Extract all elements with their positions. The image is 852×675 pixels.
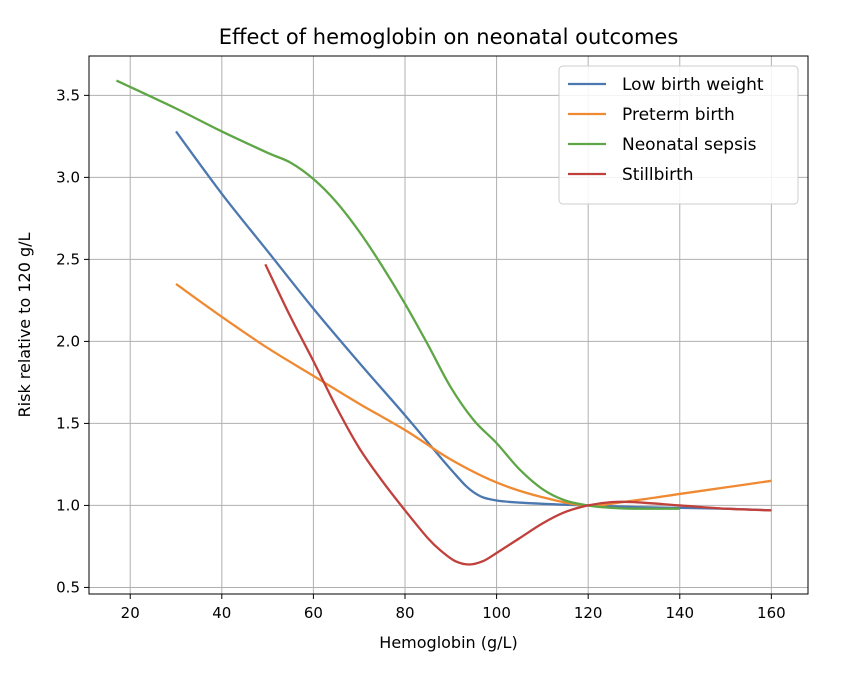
legend: Low birth weight Preterm birth Neonatal se… — [558, 65, 799, 205]
x-tick-label: 140 — [665, 604, 694, 622]
series-line-stillbirth — [264, 263, 772, 566]
x-tick-label: 60 — [304, 604, 323, 622]
y-tick-label: 3.0 — [56, 168, 80, 186]
y-axis: 0.5 1.0 1.5 2.0 2.5 3.0 3.5 — [56, 86, 89, 596]
legend-label-preterm-birth: Preterm birth — [622, 105, 735, 125]
y-tick-label: 3.5 — [56, 86, 80, 104]
y-tick-label: 2.0 — [56, 332, 80, 350]
y-tick-label: 1.5 — [56, 414, 80, 432]
x-tick-label: 160 — [757, 604, 786, 622]
legend-box — [558, 65, 799, 205]
x-tick-label: 20 — [121, 604, 140, 622]
x-tick-label: 100 — [482, 604, 511, 622]
chart-title: Effect of hemoglobin on neonatal outcome… — [219, 25, 679, 49]
plot-area-frame — [88, 55, 809, 595]
series-line-preterm-birth — [175, 283, 772, 507]
x-tick-label: 40 — [212, 604, 231, 622]
legend-label-low-birth-weight: Low birth weight — [622, 75, 764, 95]
series-line-neonatal-sepsis — [115, 79, 680, 510]
y-tick-label: 0.5 — [56, 578, 80, 596]
x-axis: 20 40 60 80 100 120 140 160 — [121, 594, 786, 622]
y-tick-label: 2.5 — [56, 250, 80, 268]
x-axis-label: Hemoglobin (g/L) — [379, 633, 517, 652]
x-tick-label: 80 — [395, 604, 414, 622]
x-tick-label: 120 — [574, 604, 603, 622]
legend-label-neonatal-sepsis: Neonatal sepsis — [622, 135, 757, 155]
y-tick-label: 1.0 — [56, 496, 80, 514]
y-axis-label: Risk relative to 120 g/L — [15, 232, 34, 417]
legend-label-stillbirth: Stillbirth — [622, 165, 694, 185]
series-line-low-birth-weight — [175, 130, 772, 512]
series-lines — [115, 79, 772, 566]
